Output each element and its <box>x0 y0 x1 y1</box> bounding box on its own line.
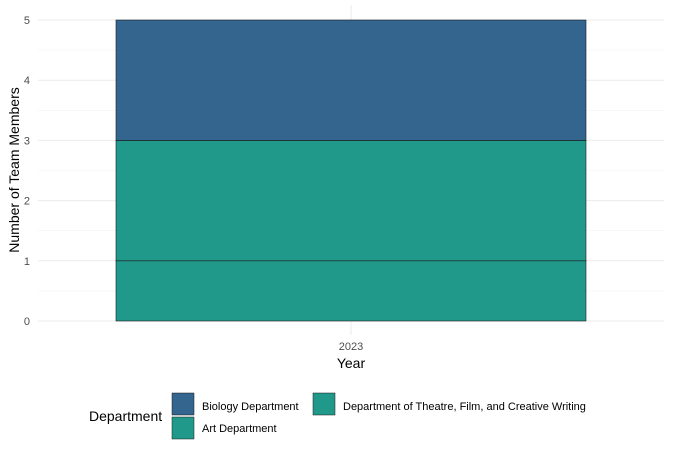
y-tick-label: 4 <box>24 75 30 87</box>
y-tick-label: 0 <box>24 316 30 328</box>
legend-key-art <box>171 416 195 440</box>
bar-segment <box>115 140 587 262</box>
y-tick-label: 1 <box>24 256 30 268</box>
legend-key-theatre <box>312 392 336 416</box>
legend-label-biology: Biology Department <box>202 401 299 413</box>
y-tick-label: 2 <box>24 196 30 208</box>
legend-label-theatre: Department of Theatre, Film, and Creativ… <box>343 401 586 413</box>
bar-segments <box>115 19 587 322</box>
y-tick-label: 3 <box>24 135 30 147</box>
x-tick-labels: 2023 <box>339 341 363 353</box>
legend-title: Department <box>89 408 162 424</box>
x-tick-label: 2023 <box>339 341 363 353</box>
bar-segment <box>115 19 587 141</box>
legend: Department Biology Department Art Depart… <box>89 392 586 440</box>
legend-label-art: Art Department <box>202 423 277 435</box>
legend-key-biology <box>171 392 195 416</box>
y-tick-labels: 0 1 2 3 4 5 <box>24 15 30 328</box>
y-axis-title: Number of Team Members <box>6 87 22 252</box>
x-axis-title: Year <box>337 355 366 371</box>
bar-segment <box>115 260 587 322</box>
y-tick-label: 5 <box>24 15 30 27</box>
